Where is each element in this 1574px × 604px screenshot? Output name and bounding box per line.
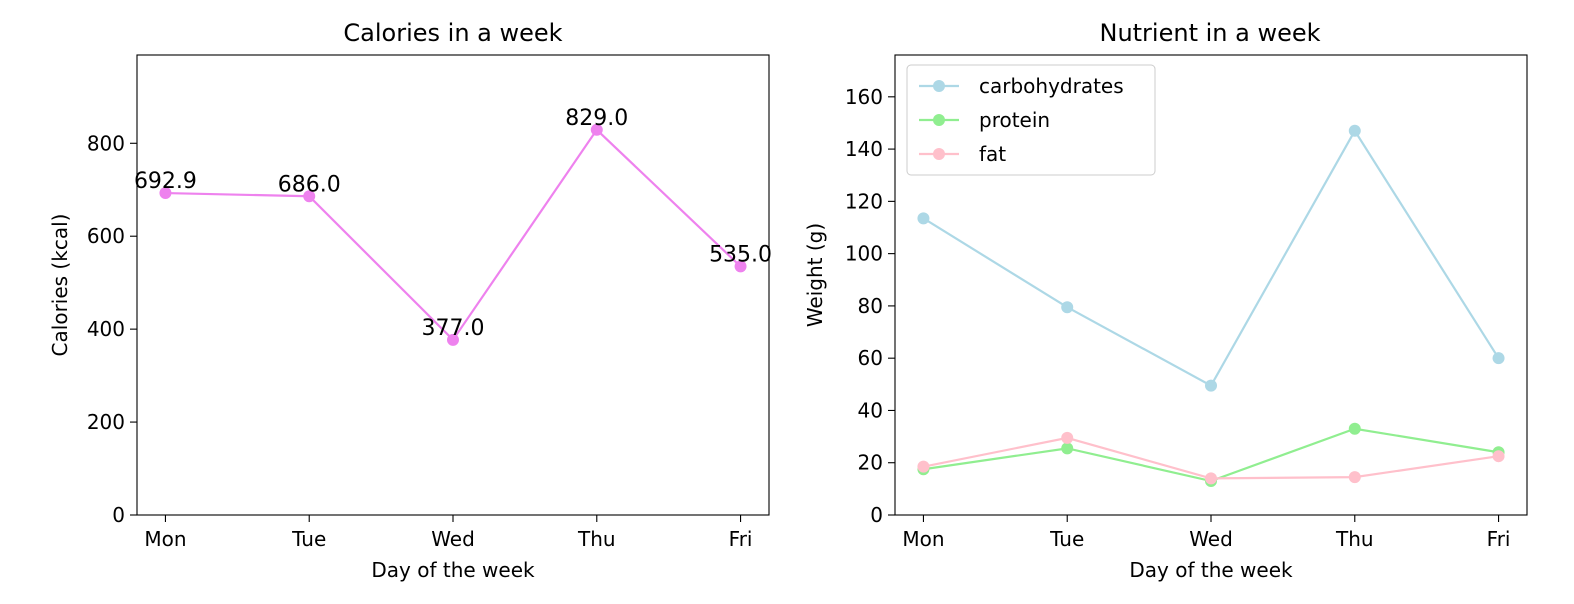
nutrient-y-tick-label: 100 (845, 242, 883, 266)
nutrient-chart: Nutrient in a week 0 20 40 60 80 100 120 140 160… (803, 19, 1528, 582)
nutrient-y-tick-label: 20 (858, 451, 883, 475)
calories-series-point (303, 190, 316, 203)
calories-y-axis-label: Calories (kcal) (48, 214, 72, 357)
legend-carbohydrates-label: carbohydrates (979, 74, 1124, 98)
calories-data-label: 535.0 (709, 242, 772, 267)
nutrient-series-carbohydrates-point (1061, 301, 1074, 314)
nutrient-y-tick-label: 160 (845, 85, 883, 109)
nutrient-plot-area (917, 124, 1505, 488)
nutrient-chart-title: Nutrient in a week (1099, 19, 1320, 47)
calories-chart: Calories in a week 0 200 400 600 800 Mon Tue W… (48, 19, 772, 582)
calories-data-label: 829.0 (565, 106, 628, 131)
nutrient-x-ticks: Mon Tue Wed Thu Fri (902, 515, 1510, 551)
nutrient-x-tick-label: Mon (902, 527, 944, 551)
legend-fat-label: fat (979, 142, 1006, 166)
calories-y-tick-label: 0 (112, 503, 125, 527)
nutrient-x-tick-label: Wed (1189, 527, 1233, 551)
nutrient-series-fat-point (917, 460, 930, 473)
calories-y-tick-label: 200 (87, 410, 125, 434)
calories-data-label: 377.0 (422, 316, 485, 341)
nutrient-series-fat-point (1061, 431, 1074, 444)
calories-x-axis-label: Day of the week (371, 558, 535, 582)
nutrient-axes-frame (894, 54, 1528, 516)
nutrient-series-fat-point (1348, 471, 1361, 484)
nutrient-series-fat-point (1492, 450, 1505, 463)
legend-protein-label: protein (979, 108, 1050, 132)
nutrient-y-tick-label: 120 (845, 189, 883, 213)
calories-x-tick-label: Tue (291, 527, 326, 551)
nutrient-y-tick-label: 140 (845, 137, 883, 161)
calories-y-tick-label: 600 (87, 224, 125, 248)
calories-x-tick-label: Thu (577, 527, 616, 551)
nutrient-y-tick-label: 40 (858, 398, 883, 422)
nutrient-series-carbohydrates-point (1348, 124, 1361, 137)
nutrient-y-tick-label: 60 (858, 346, 883, 370)
calories-axes-frame (136, 54, 770, 516)
calories-series-point (590, 123, 603, 136)
legend-box (906, 64, 1156, 176)
nutrient-series-carbohydrates-point (1205, 379, 1217, 392)
calories-y-ticks: 0 200 400 600 800 (87, 131, 137, 527)
nutrient-x-tick-label: Thu (1335, 527, 1374, 551)
legend-protein-marker (933, 114, 945, 126)
nutrient-y-tick-label: 0 (870, 503, 883, 527)
calories-series-point (159, 187, 172, 200)
calories-chart-title: Calories in a week (343, 19, 562, 47)
calories-x-tick-label: Mon (144, 527, 186, 551)
calories-plot-area: 692.9 686.0 377.0 829.0 535.0 (134, 106, 772, 346)
calories-series-point (734, 260, 747, 273)
nutrient-series-protein-point (1061, 442, 1074, 455)
nutrient-series-protein-point (1348, 422, 1361, 435)
calories-x-ticks: Mon Tue Wed Thu Fri (144, 515, 752, 551)
nutrient-x-tick-label: Tue (1049, 527, 1084, 551)
calories-data-label: 692.9 (134, 169, 197, 194)
nutrient-x-axis-label: Day of the week (1129, 558, 1293, 582)
calories-y-tick-label: 400 (87, 317, 125, 341)
nutrient-y-ticks: 0 20 40 60 80 100 120 140 160 (845, 85, 895, 527)
nutrient-y-axis-label: Weight (g) (803, 223, 827, 327)
calories-series-point (447, 333, 459, 346)
calories-x-tick-label: Wed (431, 527, 475, 551)
nutrient-series-carbohydrates-point (1492, 352, 1505, 365)
calories-y-tick-label: 800 (87, 131, 125, 155)
legend-fat-marker (933, 148, 945, 160)
nutrient-series-fat-point (1205, 472, 1217, 485)
nutrient-y-tick-label: 80 (858, 294, 883, 318)
nutrient-legend: carbohydrates protein fat (906, 64, 1156, 176)
nutrient-series-carbohydrates-point (917, 212, 930, 225)
calories-x-tick-label: Fri (729, 527, 753, 551)
legend-carbohydrates-marker (933, 80, 945, 92)
calories-data-label: 686.0 (278, 172, 341, 197)
nutrient-x-tick-label: Fri (1487, 527, 1511, 551)
